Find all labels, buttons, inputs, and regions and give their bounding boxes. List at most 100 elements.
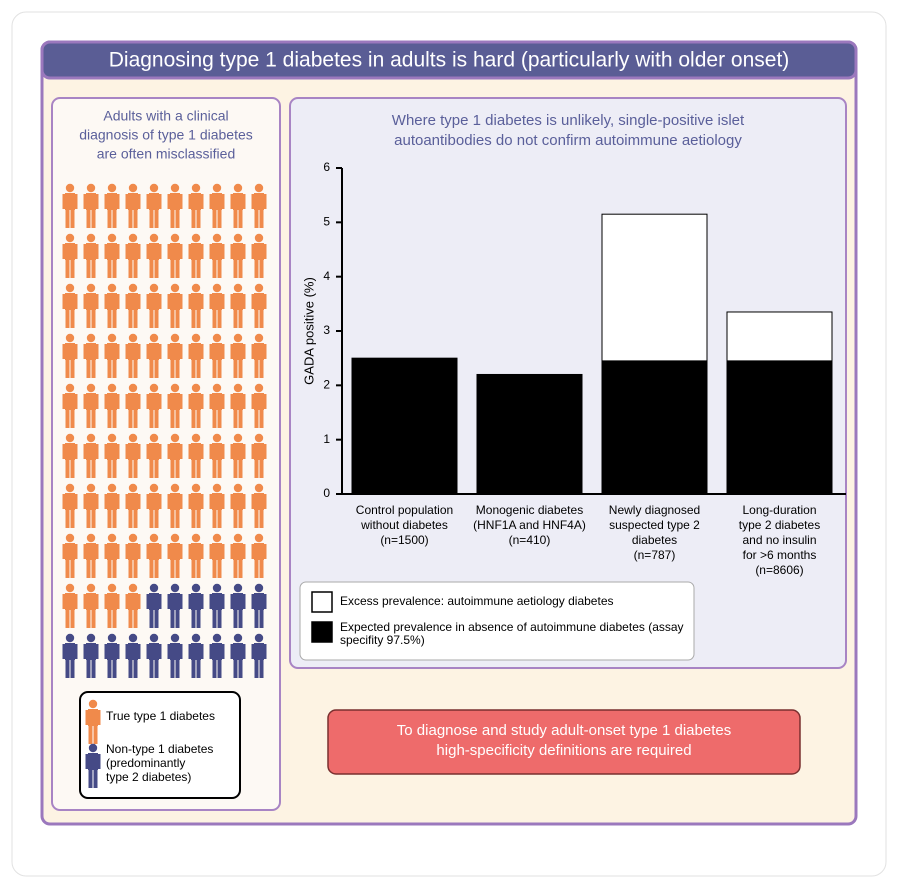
person-head bbox=[254, 533, 264, 543]
x-tick-label: (n=787) bbox=[634, 548, 676, 562]
person-icon bbox=[146, 393, 162, 428]
person-icon bbox=[104, 593, 120, 628]
person-head bbox=[254, 583, 264, 593]
person-head bbox=[107, 283, 117, 293]
conclusion-text: To diagnose and study adult-onset type 1… bbox=[397, 722, 731, 739]
person-head bbox=[254, 233, 264, 243]
person-icon bbox=[62, 193, 78, 228]
person-head bbox=[170, 183, 180, 193]
person-head bbox=[191, 483, 201, 493]
x-tick-label: Control population bbox=[356, 503, 453, 517]
person-head bbox=[107, 183, 117, 193]
person-head bbox=[212, 183, 222, 193]
person-head bbox=[107, 583, 117, 593]
x-tick-label: Newly diagnosed bbox=[609, 503, 700, 517]
person-icon bbox=[146, 643, 162, 678]
person-icon bbox=[83, 643, 99, 678]
person-head bbox=[170, 583, 180, 593]
person-head bbox=[107, 433, 117, 443]
person-icon bbox=[104, 243, 120, 278]
person-icon bbox=[251, 593, 267, 628]
person-icon bbox=[146, 543, 162, 578]
bar-segment bbox=[726, 360, 833, 495]
person-head bbox=[191, 283, 201, 293]
person-icon bbox=[209, 443, 225, 478]
person-head bbox=[233, 183, 243, 193]
legend-label: Non-type 1 diabetes bbox=[106, 742, 213, 756]
person-head bbox=[233, 283, 243, 293]
person-head bbox=[149, 283, 159, 293]
person-head bbox=[107, 233, 117, 243]
person-icon bbox=[188, 593, 204, 628]
person-head bbox=[86, 233, 96, 243]
person-head bbox=[191, 383, 201, 393]
person-icon bbox=[167, 243, 183, 278]
bar-segment bbox=[351, 357, 458, 495]
chart-legend bbox=[299, 581, 695, 661]
person-head bbox=[233, 333, 243, 343]
person-head bbox=[191, 183, 201, 193]
person-head bbox=[212, 483, 222, 493]
person-head bbox=[88, 743, 98, 753]
person-head bbox=[86, 433, 96, 443]
person-icon bbox=[167, 493, 183, 528]
person-icon bbox=[146, 593, 162, 628]
legend-label: Expected prevalence in absence of autoim… bbox=[340, 620, 684, 647]
person-icon bbox=[125, 343, 141, 378]
person-icon bbox=[62, 393, 78, 428]
person-head bbox=[128, 383, 138, 393]
bar-segment bbox=[601, 360, 708, 495]
y-tick-label: 5 bbox=[323, 215, 330, 229]
person-icon bbox=[146, 443, 162, 478]
person-head bbox=[107, 383, 117, 393]
bar-segment bbox=[726, 311, 833, 362]
person-head bbox=[254, 633, 264, 643]
y-tick-label: 4 bbox=[323, 269, 330, 283]
person-head bbox=[65, 283, 75, 293]
person-head bbox=[86, 483, 96, 493]
person-head bbox=[170, 233, 180, 243]
x-tick-label: (n=8606) bbox=[755, 563, 803, 577]
person-head bbox=[65, 333, 75, 343]
person-head bbox=[65, 183, 75, 193]
person-icon bbox=[62, 643, 78, 678]
person-icon bbox=[125, 443, 141, 478]
person-head bbox=[191, 583, 201, 593]
legend-label: type 2 diabetes) bbox=[106, 770, 191, 784]
person-head bbox=[170, 333, 180, 343]
person-icon bbox=[146, 293, 162, 328]
person-icon bbox=[230, 393, 246, 428]
person-icon bbox=[146, 343, 162, 378]
x-tick-label: suspected type 2 bbox=[609, 518, 700, 532]
person-icon bbox=[188, 393, 204, 428]
panel-title: Adults with a clinical bbox=[103, 108, 228, 124]
person-head bbox=[212, 383, 222, 393]
person-head bbox=[86, 583, 96, 593]
person-head bbox=[128, 233, 138, 243]
person-icon bbox=[62, 593, 78, 628]
person-icon bbox=[83, 343, 99, 378]
person-head bbox=[254, 333, 264, 343]
conclusion-box bbox=[327, 709, 801, 775]
person-icon bbox=[125, 593, 141, 628]
person-icon bbox=[167, 543, 183, 578]
person-head bbox=[254, 183, 264, 193]
person-icon bbox=[251, 443, 267, 478]
person-icon bbox=[188, 443, 204, 478]
x-tick-label: and no insulin bbox=[742, 533, 816, 547]
person-head bbox=[191, 633, 201, 643]
person-icon bbox=[251, 243, 267, 278]
person-head bbox=[86, 533, 96, 543]
x-tick-label: without diabetes bbox=[360, 518, 448, 532]
person-head bbox=[149, 383, 159, 393]
person-head bbox=[170, 433, 180, 443]
x-tick-label: (n=1500) bbox=[380, 533, 428, 547]
person-icon bbox=[251, 643, 267, 678]
person-icon bbox=[251, 543, 267, 578]
person-icon bbox=[83, 393, 99, 428]
person-head bbox=[149, 333, 159, 343]
person-head bbox=[88, 699, 98, 709]
person-head bbox=[107, 483, 117, 493]
bar-segment bbox=[476, 373, 583, 495]
person-head bbox=[254, 433, 264, 443]
